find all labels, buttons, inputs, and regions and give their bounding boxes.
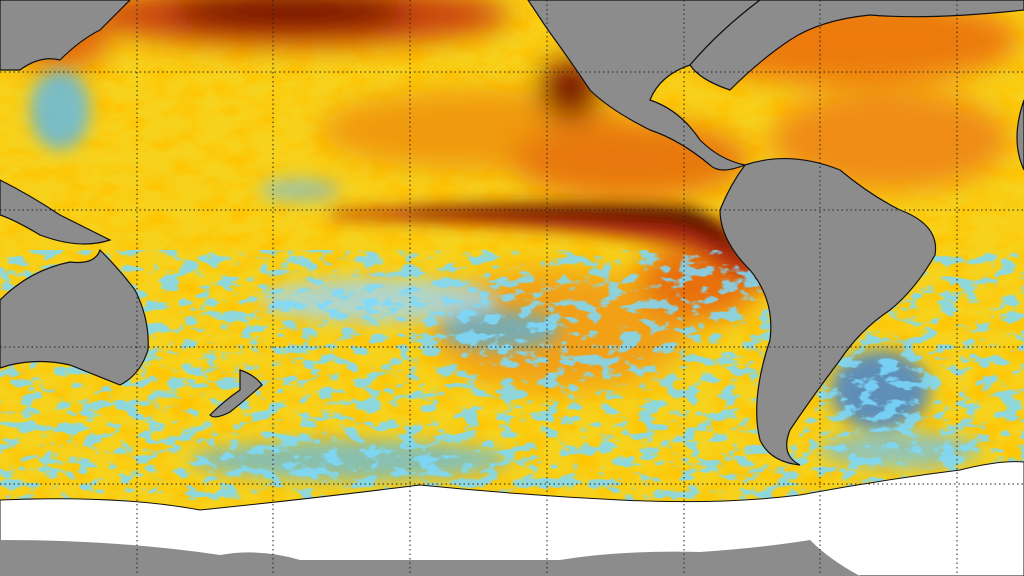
antarctic-gray	[0, 540, 860, 576]
australia	[0, 248, 149, 386]
landmasses	[0, 0, 1024, 466]
asia	[0, 0, 131, 71]
new-zealand	[209, 369, 263, 418]
caribbean-north	[689, 0, 1024, 91]
maritime-continent	[0, 179, 112, 245]
equatorial-band	[330, 203, 770, 290]
south-america	[719, 158, 937, 466]
